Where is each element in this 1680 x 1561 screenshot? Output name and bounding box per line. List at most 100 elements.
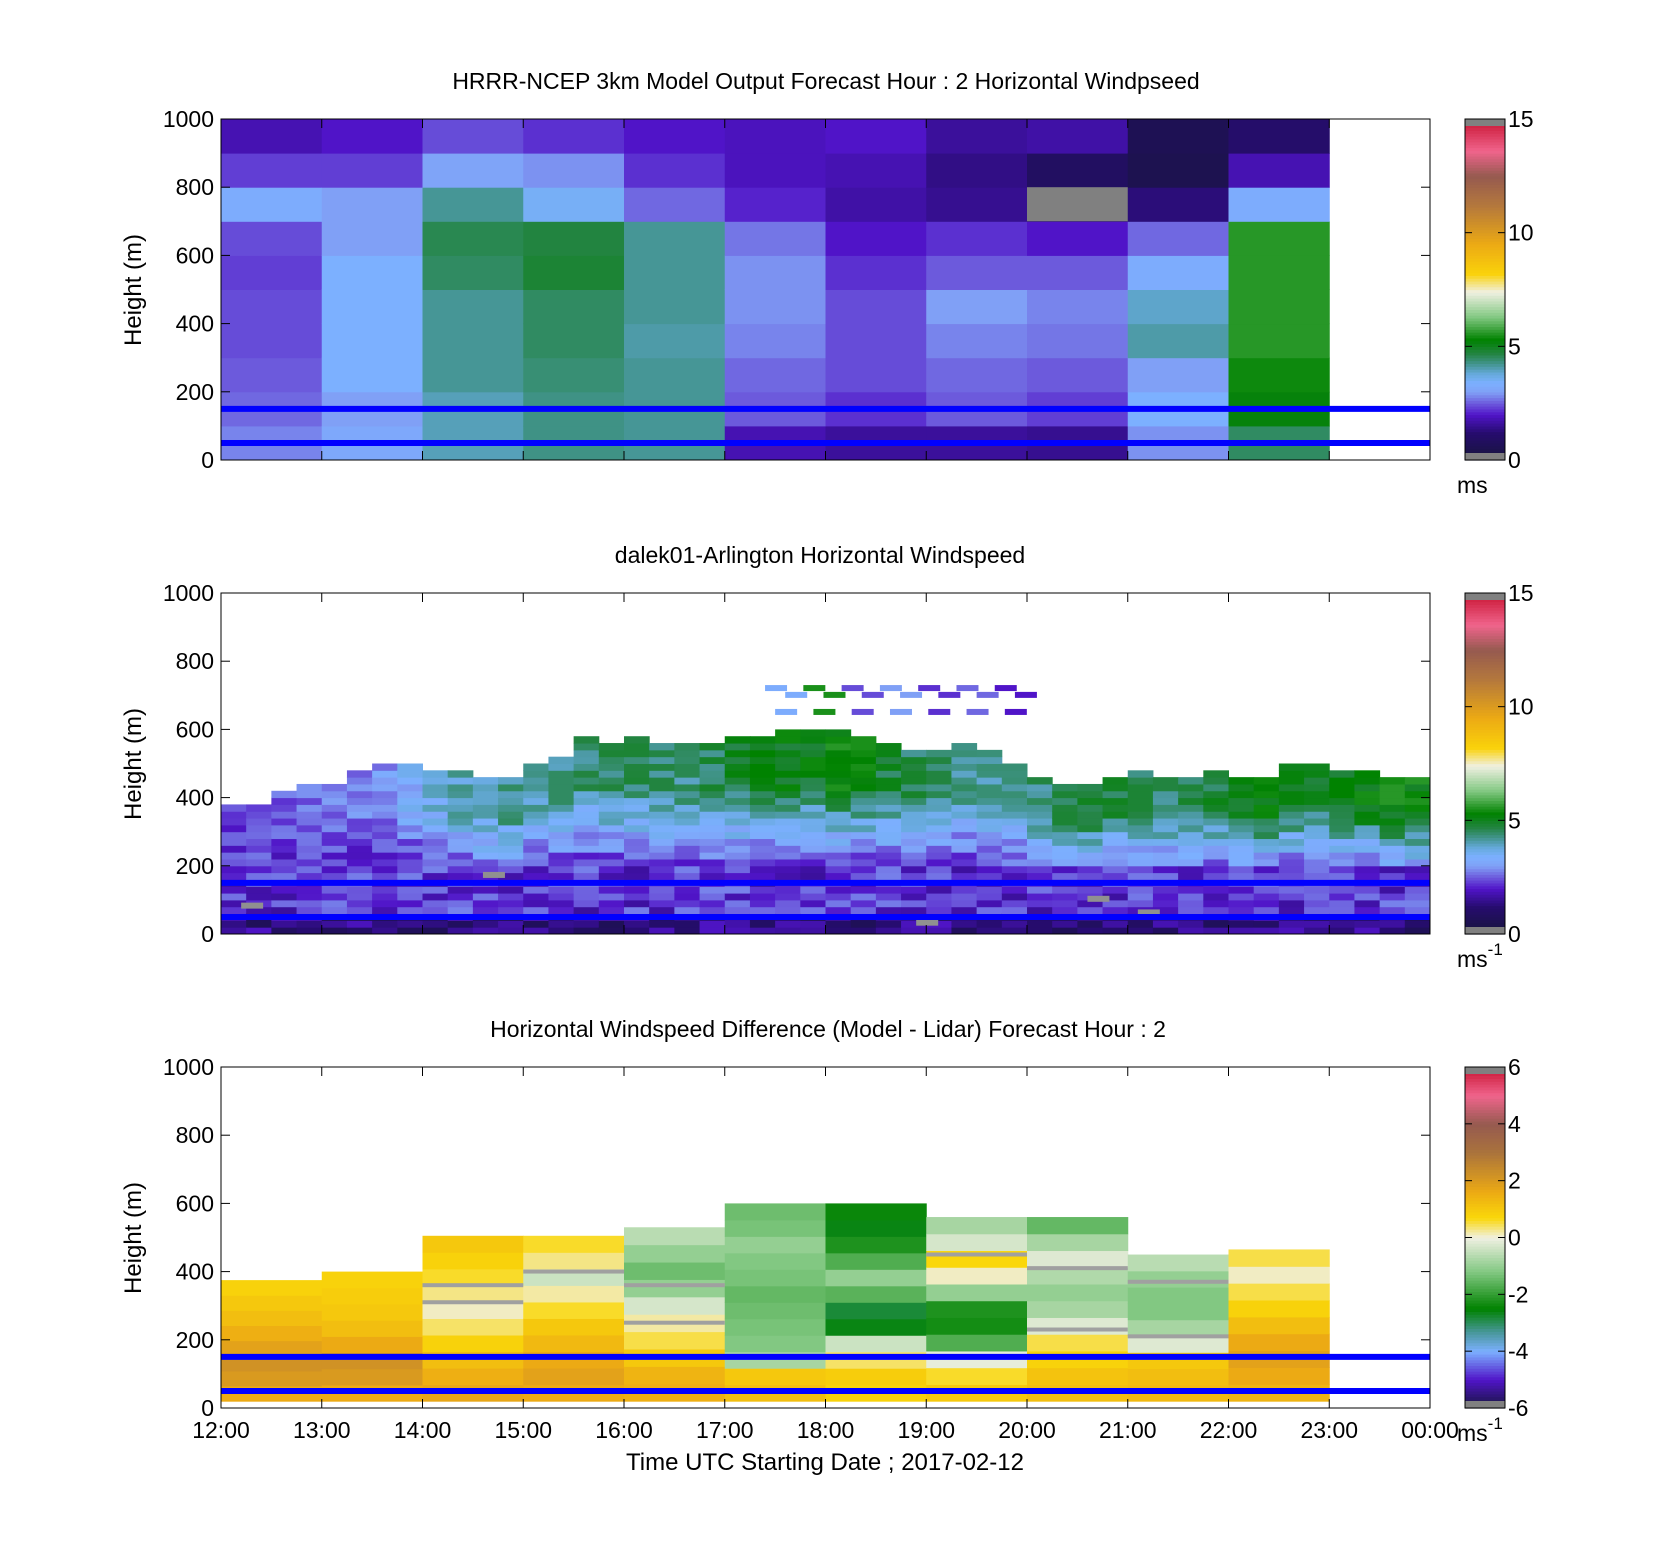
colorbar-band <box>1465 1231 1505 1236</box>
lidar-cell <box>1127 770 1154 778</box>
lidar-cell <box>1228 886 1255 894</box>
colorbar-band <box>1465 712 1505 716</box>
lidar-cell <box>850 736 877 744</box>
lidar-cell <box>825 906 852 915</box>
lidar-cell <box>422 824 449 833</box>
lidar-cell <box>346 845 373 853</box>
lidar-cell <box>1001 845 1028 853</box>
lidar-cell <box>1178 858 1204 867</box>
colorbar-band <box>1465 155 1505 160</box>
lidar-cell <box>875 797 902 805</box>
lidar-cell <box>548 865 575 874</box>
y-tick-label: 400 <box>176 311 214 337</box>
lidar-cell <box>447 797 474 805</box>
lidar-cell <box>875 749 902 758</box>
lidar-cell <box>825 886 852 894</box>
lidar-cell <box>1404 783 1431 792</box>
lidar-cell <box>1052 865 1078 874</box>
lidar-cell <box>1027 893 1053 901</box>
lidar-cell <box>850 804 877 812</box>
colorbar-band <box>1465 363 1505 367</box>
lidar-cell <box>397 797 423 805</box>
lidar-cell <box>573 763 600 771</box>
lidar-cell <box>825 749 852 758</box>
lidar-cell <box>699 831 726 840</box>
colorbar-band <box>1465 423 1505 427</box>
colorbar-band <box>1465 860 1505 864</box>
model-cell <box>1228 187 1330 222</box>
model-cell <box>1027 153 1129 188</box>
lidar-cell <box>321 838 348 846</box>
lidar-cell <box>1001 811 1028 819</box>
colorbar-band <box>1465 1265 1505 1270</box>
lidar-cell <box>397 865 423 874</box>
lidar-cell <box>573 906 600 915</box>
colorbar-band <box>1465 894 1505 898</box>
lidar-cell <box>674 858 701 867</box>
lidar-cell <box>800 756 826 764</box>
lidar-cell <box>422 845 449 853</box>
lidar-cell <box>598 804 625 812</box>
lidar-cell <box>674 763 701 771</box>
colorbar-band <box>1465 366 1505 370</box>
lidar-cell <box>1304 845 1330 853</box>
colorbar-band <box>1465 403 1505 407</box>
lidar-cell <box>749 927 776 935</box>
lidar-cell <box>674 790 701 799</box>
lidar-cell <box>1077 824 1104 833</box>
lidar-cell <box>1354 893 1381 901</box>
lidar-cell <box>901 858 927 867</box>
colorbar-band <box>1465 627 1505 631</box>
colorbar-band <box>1465 638 1505 642</box>
lidar-cell <box>246 865 272 874</box>
colorbar-band <box>1465 215 1505 220</box>
lidar-cell <box>1379 852 1406 860</box>
lidar-cell <box>951 927 978 935</box>
lidar-cell <box>1203 770 1229 778</box>
colorbar-band <box>1465 740 1505 745</box>
lidar-cell <box>598 852 625 860</box>
lidar-cell <box>498 872 524 880</box>
lidar-cell <box>1077 865 1104 874</box>
model-cell <box>1027 323 1129 359</box>
difference-cell <box>624 1331 726 1350</box>
lidar-cell <box>221 811 247 819</box>
lidar-cell <box>523 865 549 874</box>
colorbar-band <box>1465 675 1505 679</box>
panel-lidar-ref-lines <box>221 879 1430 920</box>
lidar-cell <box>699 858 726 867</box>
lidar-cell <box>875 899 902 908</box>
lidar-cell <box>1278 797 1305 805</box>
colorbar-band <box>1465 1396 1505 1401</box>
y-tick-label: 0 <box>201 921 214 947</box>
colorbar-band <box>1465 343 1505 347</box>
lidar-cell <box>573 790 600 799</box>
lidar-cell <box>447 886 474 894</box>
difference-cell <box>1127 1287 1229 1304</box>
colorbar-band <box>1465 357 1505 362</box>
lidar-cell <box>724 804 751 812</box>
lidar-cell <box>699 783 726 792</box>
lidar-cell <box>296 893 323 901</box>
lidar-cell <box>296 865 323 874</box>
colorbar-band <box>1465 854 1505 858</box>
colorbar-band <box>1465 1135 1505 1139</box>
colorbar-band <box>1465 888 1505 892</box>
lidar-cell <box>825 927 852 935</box>
lidar-cell <box>1354 865 1381 874</box>
colorbar-band <box>1465 1294 1505 1298</box>
panel-model-ref-lines <box>221 405 1430 446</box>
lidar-cell <box>1304 872 1330 880</box>
colorbar-band <box>1465 1226 1505 1230</box>
lidar-cell <box>1203 818 1229 826</box>
colorbar-band <box>1465 661 1505 665</box>
lidar-cell <box>498 777 524 785</box>
lidar-cell <box>875 886 902 894</box>
lidar-cell <box>1278 920 1305 928</box>
lidar-cell <box>1001 831 1028 840</box>
lidar-cell <box>573 743 600 751</box>
lidar-cell <box>1178 811 1204 819</box>
lidar-cell <box>271 838 298 846</box>
lidar-cell <box>447 804 474 812</box>
lidar-cell <box>724 818 751 826</box>
